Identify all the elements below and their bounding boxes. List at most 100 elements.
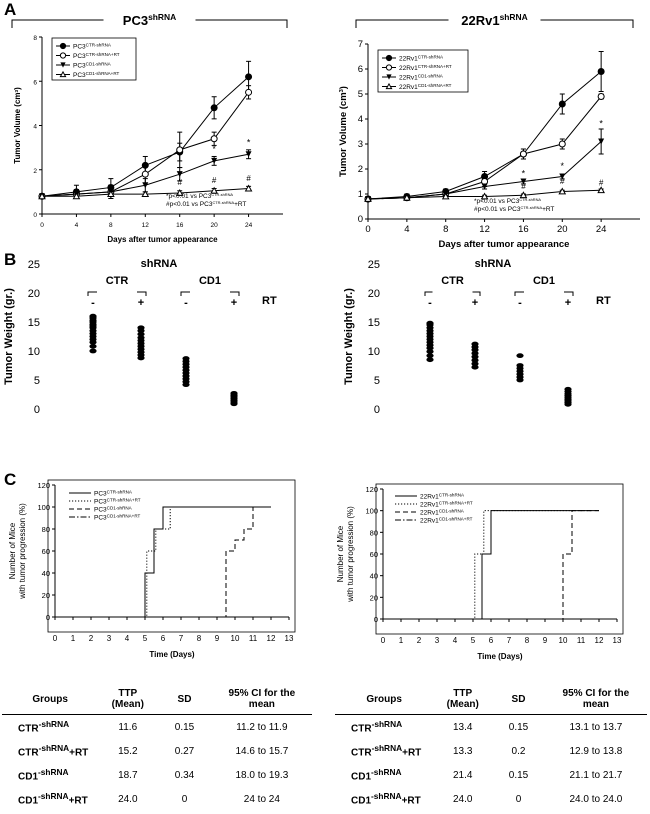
ci-cell: 14.6 to 15.7 — [235, 745, 289, 757]
group-suffix: -shRNA — [38, 743, 70, 754]
data-point — [89, 348, 97, 354]
step-line-1 — [55, 506, 264, 618]
table-row: CD1-shRNA 18.7 0.34 18.0 to 19.3 — [2, 763, 312, 787]
x-tick-label: 8 — [525, 636, 530, 645]
marker-filled-triangle-down — [481, 183, 488, 190]
y-tick-label: 20 — [42, 591, 50, 600]
y-axis-label-base: Tumor Volume (cm — [338, 92, 349, 177]
group-suffix: -shRNA — [38, 719, 70, 730]
legend: 22Rv1CTR-shRNA22Rv1CTR-shRNA+RT22Rv1CD1-… — [395, 492, 473, 525]
y-tick-label: 20 — [28, 288, 40, 300]
ttp-cell: 18.7 — [118, 769, 138, 781]
table-header-row: Groups TTP (Mean) SD 95% CI for the mean — [335, 684, 647, 715]
y-axis-label: Tumor Volume (cm3) — [13, 87, 22, 164]
rt-sign: - — [428, 297, 432, 309]
table-row: CTR-shRNA 13.4 0.15 13.1 to 13.7 — [335, 715, 647, 740]
x-axis-label: Time (Days) — [149, 650, 195, 659]
title-backdrop — [103, 12, 196, 28]
legend-label-sup: CD1-shRNA+RT — [418, 83, 452, 88]
x-tick-label: 7 — [179, 634, 184, 643]
y-axis-label: with tumor progression (%) — [18, 503, 27, 600]
rt-sign: + — [565, 297, 571, 309]
group-label: CTR — [441, 275, 464, 287]
legend-label: PC3CTR-shRNA+RT — [94, 497, 141, 506]
y-axis-label: Tumor Volume (cm3) — [338, 86, 349, 177]
x-tick-label: 4 — [75, 222, 79, 229]
y-tick-label: 80 — [370, 528, 378, 537]
legend-label: 22Rv1CD1-shRNA+RT — [420, 516, 473, 525]
chart-title-sup: shRNA — [500, 12, 528, 22]
group-label: CD1 — [533, 275, 555, 287]
marker-filled-triangle-down — [386, 74, 392, 80]
marker-filled-circle — [558, 100, 566, 108]
data-point — [426, 320, 434, 326]
legend-label-sup: CTR-shRNA+RT — [86, 52, 120, 57]
ttp-cell: 21.4 — [452, 769, 473, 781]
y-tick-label: 6 — [33, 79, 37, 86]
legend-label-base: 22Rv1 — [399, 65, 418, 72]
legend-label-base: 22Rv1 — [420, 518, 439, 525]
group-bracket — [180, 291, 240, 296]
significance-star: * — [522, 169, 526, 179]
group-name: CTR — [18, 723, 39, 735]
x-tick-label: 4 — [125, 634, 130, 643]
ci-cell: 21.1 to 21.7 — [569, 769, 623, 781]
y-tick-label: 4 — [358, 114, 363, 125]
y-tick-label: 80 — [42, 525, 50, 534]
data-point — [564, 386, 572, 392]
x-tick-label: 0 — [365, 224, 370, 235]
group-rt: +RT — [69, 747, 89, 759]
ci-cell: 12.9 to 13.8 — [569, 745, 623, 757]
x-tick-label: 4 — [453, 636, 458, 645]
series-3 — [364, 186, 605, 202]
significance-note-base: #p<0.01 vs PC3 — [166, 201, 213, 208]
legend-label-sup: CD1-shRNA+RT — [439, 516, 473, 521]
group-suffix: -shRNA — [38, 767, 69, 778]
significance-note: #p<0.01 vs PC3CTR-shRNA+RT — [474, 205, 554, 214]
legend-label: 22Rv1CTR-shRNA+RT — [420, 500, 473, 509]
legend-label-sup: CD1-shRNA — [418, 73, 444, 78]
dot-column-CD1 — [516, 353, 524, 383]
chart-title-sup: shRNA — [148, 12, 176, 22]
legend-label-base: PC3 — [73, 72, 86, 79]
legend-label-base: 22Rv1 — [420, 502, 439, 509]
x-tick-label: 4 — [404, 224, 409, 235]
data-point — [137, 335, 145, 341]
legend-label-base: PC3 — [73, 53, 86, 60]
data-point — [471, 364, 479, 370]
dot-column-CTR-rt — [471, 341, 479, 370]
legend-label: 22Rv1CD1-shRNA+RT — [399, 83, 452, 92]
sd-cell: 0.34 — [174, 769, 195, 781]
data-point — [516, 353, 524, 359]
header-label: shRNA — [141, 258, 178, 270]
marker-open-triangle-up — [558, 187, 567, 195]
y-tick-label: 100 — [37, 503, 50, 512]
legend-label-base: 22Rv1 — [420, 510, 439, 517]
significance-star: * — [561, 161, 565, 171]
x-tick-label: 24 — [245, 222, 253, 229]
column-header-ci: 95% CI for the mean — [562, 688, 630, 710]
table-row: CD1-shRNA+RT 24.0 0 24.0 to 24.0 — [335, 787, 647, 811]
x-tick-label: 1 — [71, 634, 76, 643]
significance-note-base: *p<0.01 vs PC3 — [474, 198, 520, 205]
column-header-ttp: TTP (Mean) — [111, 688, 144, 710]
x-tick-label: 10 — [231, 634, 240, 643]
legend-label: 22Rv1CD1-shRNA — [399, 73, 444, 82]
x-tick-label: 7 — [507, 636, 512, 645]
x-tick-label: 16 — [176, 222, 184, 229]
significance-note-sup: CTR-shRNA — [211, 192, 233, 197]
y-tick-label: 15 — [368, 317, 380, 329]
ci-cell: 11.2 to 11.9 — [236, 721, 288, 733]
group-cell: CD1-shRNA+RT — [2, 787, 98, 811]
legend-label-sup: CD1-shRNA+RT — [86, 71, 120, 76]
step-line-2 — [55, 506, 271, 618]
legend-label: 22Rv1CD1-shRNA — [420, 508, 465, 517]
y-tick-label: 0 — [374, 404, 380, 416]
legend-label-base: 22Rv1 — [399, 56, 418, 63]
x-tick-label: 0 — [381, 636, 386, 645]
group-cell: CTR-shRNA — [2, 715, 98, 740]
rt-sign: + — [138, 297, 144, 309]
